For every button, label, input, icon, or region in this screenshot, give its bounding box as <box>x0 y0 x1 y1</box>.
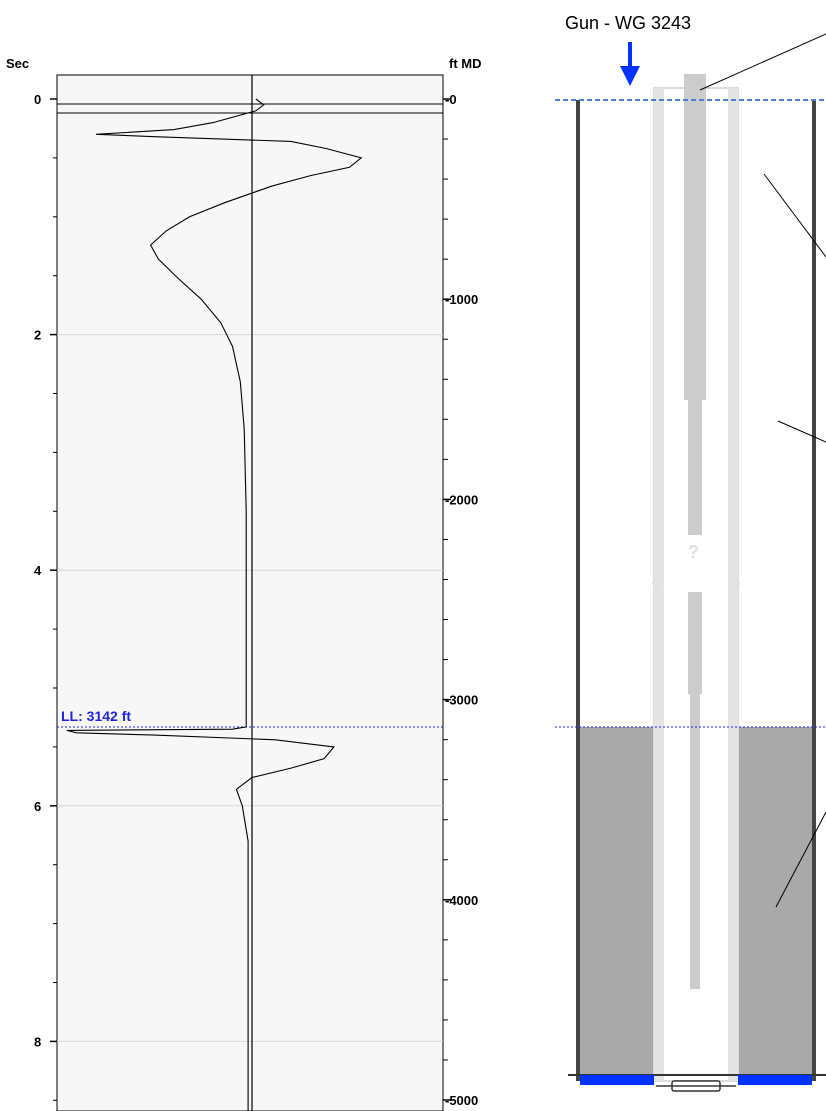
gridlines <box>57 334 443 1042</box>
gun-label: Gun - WG 3243 <box>565 13 691 33</box>
bottom-blue-left <box>580 1075 654 1085</box>
bottom-blue-right <box>738 1075 812 1085</box>
liquid-level-annotation: LL: 3142 ft <box>61 708 131 724</box>
right-axis-label: ft MD <box>449 56 482 71</box>
right-tick-label-3000: -3000 <box>445 693 478 708</box>
rod-string-middle <box>688 592 702 694</box>
left-tick-label-4: 4 <box>34 563 42 578</box>
unknown-depth-mark-left: ? <box>651 577 662 597</box>
rod-string-upper <box>688 400 702 535</box>
acoustic-trace-chart: 0 2 4 6 8 -0 -1000 -2000 -3000 -4000 -5000 Sec ft… <box>6 56 482 1111</box>
right-tick-label-2000: -2000 <box>445 492 478 507</box>
left-axis-label: Sec <box>6 56 29 71</box>
right-axis: -0 -1000 -2000 -3000 -4000 -5000 <box>443 92 478 1108</box>
right-tick-label-0: -0 <box>445 92 457 107</box>
left-axis: 0 2 4 6 8 <box>34 92 57 1101</box>
leader-line-middle <box>777 420 826 443</box>
left-tick-label-6: 6 <box>34 799 41 814</box>
leader-line-upper <box>763 173 826 258</box>
unknown-depth-mark-center: ? <box>688 542 699 562</box>
tubing-wall-left <box>654 88 664 1081</box>
acoustic-trace-line <box>66 98 363 1111</box>
tubing-wall-right <box>728 88 738 1081</box>
plot-area <box>56 74 444 1111</box>
rod-string-lower <box>690 694 700 989</box>
leader-line-top <box>699 33 826 91</box>
wellbore-diagram: ? ? ? Gun - WG 3243 <box>555 13 826 1092</box>
left-tick-label-0: 0 <box>34 92 41 107</box>
gun-arrow-head <box>620 66 640 86</box>
left-tick-label-2: 2 <box>34 328 41 343</box>
polished-rod <box>684 74 706 400</box>
right-tick-label-5000: -5000 <box>445 1093 478 1108</box>
right-tick-label-4000: -4000 <box>445 893 478 908</box>
left-tick-label-8: 8 <box>34 1034 41 1049</box>
leader-line-lower <box>775 811 826 908</box>
right-tick-label-1000: -1000 <box>445 292 478 307</box>
unknown-depth-mark-right: ? <box>730 577 741 597</box>
